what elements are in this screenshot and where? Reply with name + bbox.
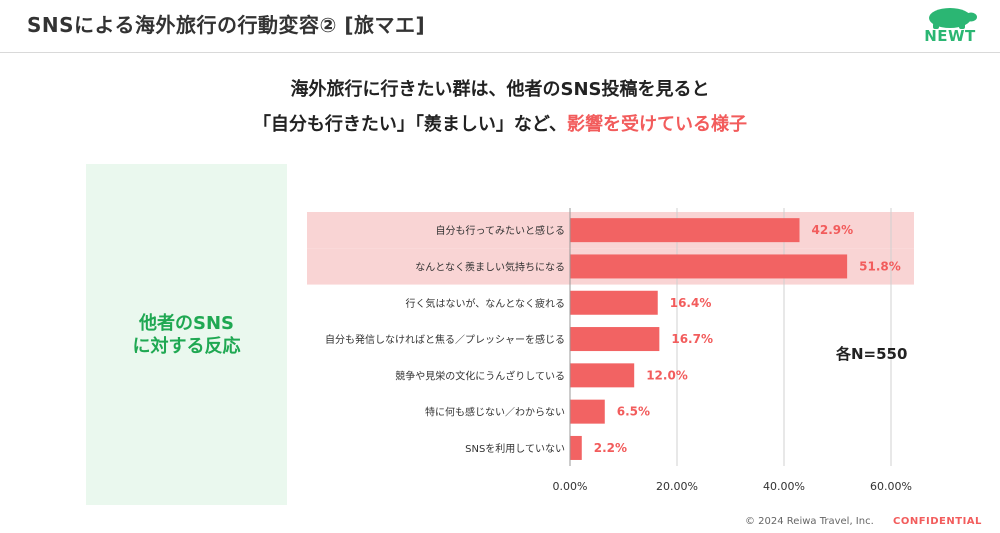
data-label: 2.2% (594, 441, 627, 455)
x-tick-label: 40.00% (763, 480, 805, 493)
category-label: 自分も行ってみたいと感じる (436, 224, 566, 237)
category-label: 競争や見栄の文化にうんざりしている (395, 369, 565, 382)
category-panel: 他者のSNS に対する反応 (86, 164, 287, 505)
headline-line-2: 「自分も行きたい」「羨ましい」など、影響を受けている様子 (0, 110, 1000, 136)
data-label: 51.8% (859, 259, 901, 273)
headline-line-2-text: 「自分も行きたい」「羨ましい」など、 (252, 114, 568, 135)
data-label: 16.7% (671, 332, 713, 346)
bar (570, 363, 635, 388)
x-tick-label: 60.00% (870, 480, 912, 493)
sample-size-label: 各N=550 (836, 345, 908, 363)
bar (570, 435, 582, 460)
category-label: 行く気はないが、なんとなく疲れる (406, 297, 566, 310)
bar (570, 290, 658, 315)
data-label: 12.0% (646, 368, 688, 382)
turtle-logo-icon (929, 8, 977, 29)
confidential-label: CONFIDENTIAL (893, 516, 982, 527)
bar (570, 254, 848, 279)
x-tick-label: 20.00% (656, 480, 698, 493)
category-panel-line-1: 他者のSNS (139, 312, 234, 334)
x-tick-label: 0.00% (553, 480, 588, 493)
data-label: 16.4% (670, 296, 712, 310)
category-label: 自分も発信しなければと焦る／プレッシャーを感じる (325, 333, 565, 346)
headline-line-1: 海外旅行に行きたい群は、他者のSNS投稿を見ると (290, 79, 710, 100)
category-panel-label: 他者のSNS に対する反応 (133, 312, 241, 358)
bar (570, 218, 800, 243)
bar (570, 399, 605, 424)
category-label: なんとなく羨ましい気持ちになる (415, 260, 565, 273)
category-panel-line-2: に対する反応 (132, 335, 241, 357)
headline-highlight: 影響を受けている様子 (567, 114, 748, 135)
category-label: 特に何も感じない／わからない (425, 406, 565, 419)
page-title: SNSによる海外旅行の行動変容② [旅マエ] (27, 13, 426, 37)
data-label: 42.9% (812, 223, 854, 237)
copyright-text: © 2024 Reiwa Travel, Inc. (745, 516, 874, 527)
bar (570, 327, 660, 352)
brand-logo-text: NEWT (924, 27, 976, 45)
data-label: 6.5% (617, 405, 650, 419)
category-label: SNSを利用していない (465, 443, 565, 455)
header-divider (0, 52, 1000, 53)
